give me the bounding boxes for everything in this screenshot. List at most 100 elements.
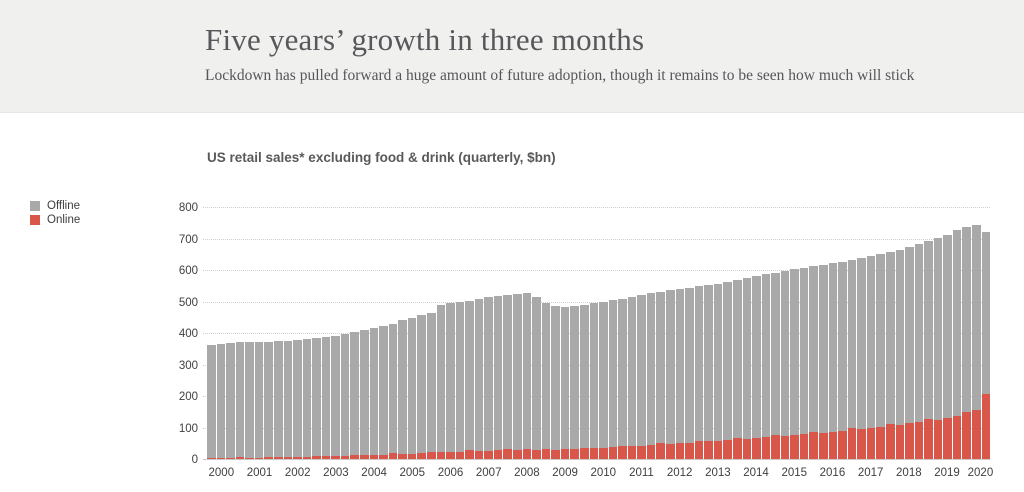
online-segment (819, 432, 828, 460)
offline-segment (819, 265, 828, 433)
online-segment (962, 412, 971, 460)
online-segment (350, 454, 359, 460)
online-segment (426, 451, 436, 460)
legend-label-offline: Offline (47, 200, 81, 212)
online-segment (646, 445, 656, 460)
legend-item-offline: Offline (30, 199, 80, 213)
offline-segment (838, 261, 847, 431)
online-segment (905, 423, 914, 460)
bar-2002-q3 (302, 339, 312, 460)
online-segment (694, 440, 704, 460)
offline-segment (589, 303, 599, 449)
online-segment (551, 449, 560, 460)
offline-segment (952, 229, 962, 417)
bar-2015-q4 (809, 266, 818, 460)
online-segment (455, 451, 465, 460)
x-tick-label-2005: 2005 (399, 467, 426, 479)
online-segment (608, 447, 618, 460)
bar-2000-q3 (226, 343, 235, 460)
offline-segment (962, 227, 971, 413)
offline-segment (905, 246, 914, 424)
offline-segment (914, 243, 924, 423)
offline-segment (790, 269, 799, 435)
x-tick-label-2000: 2000 (208, 467, 235, 479)
online-segment (895, 424, 905, 460)
offline-segment (465, 301, 474, 451)
online-segment (704, 441, 713, 460)
offline-segment (436, 305, 446, 453)
online-segment (560, 449, 570, 460)
offline-segment (723, 282, 732, 441)
offline-segment (608, 300, 618, 448)
y-tick-label-200: 200 (178, 391, 198, 403)
bar-2010-q2 (599, 301, 608, 460)
gridline-600 (203, 270, 990, 271)
offline-segment (685, 287, 694, 443)
offline-segment (895, 249, 905, 425)
bar-2008-q1 (513, 294, 522, 460)
online-segment (369, 454, 379, 460)
y-tick-label-700: 700 (178, 233, 198, 246)
offline-segment (360, 330, 369, 456)
online-segment (771, 435, 780, 460)
online-segment (407, 453, 417, 460)
online-segment (847, 428, 857, 460)
bar-2007-q1 (474, 298, 484, 460)
x-tick-label-2008: 2008 (514, 467, 540, 479)
bar-2020-q1 (972, 225, 981, 460)
bar-2004-q1 (360, 330, 369, 460)
bar-2007-q2 (484, 297, 493, 460)
bar-2013-q1 (704, 285, 713, 460)
online-segment (723, 440, 732, 460)
bar-2003-q4 (350, 332, 359, 460)
online-segment (522, 449, 532, 460)
offline-segment (646, 293, 656, 446)
offline-segment (656, 291, 665, 444)
x-tick-label-2013: 2013 (705, 467, 731, 479)
bar-2010-q3 (608, 300, 618, 460)
online-segment (513, 449, 522, 460)
online-segment (273, 456, 283, 460)
bar-2008-q3 (532, 297, 541, 460)
online-segment (952, 416, 962, 460)
online-segment (981, 393, 991, 460)
offline-segment (484, 297, 493, 451)
bar-2016-q2 (828, 263, 838, 460)
bar-2017-q4 (885, 251, 895, 460)
legend-item-online: Online (30, 213, 80, 227)
bar-2020-q2 (981, 231, 991, 460)
bar-2000-q4 (235, 342, 245, 460)
offline-segment (885, 251, 895, 425)
x-tick-label-2018: 2018 (896, 467, 922, 479)
bar-2002-q1 (283, 340, 293, 460)
online-segment (618, 445, 627, 460)
bar-2006-q2 (446, 303, 455, 460)
online-segment (742, 438, 752, 460)
offline-segment (350, 332, 359, 455)
offline-segment (235, 342, 245, 458)
bar-2007-q4 (503, 294, 512, 460)
offline-segment (981, 231, 991, 394)
bar-2001-q3 (264, 341, 273, 460)
online-segment (235, 457, 245, 460)
x-tick-label-2014: 2014 (743, 467, 769, 479)
offline-segment (340, 334, 350, 456)
bar-2005-q3 (417, 315, 426, 460)
bar-2005-q1 (398, 320, 407, 460)
offline-segment (943, 234, 952, 419)
online-segment (379, 454, 388, 460)
online-segment (732, 437, 742, 460)
bar-2017-q3 (876, 254, 885, 460)
offline-segment (742, 278, 752, 439)
online-segment (924, 419, 933, 460)
bar-2004-q3 (379, 325, 388, 460)
bar-2011-q1 (627, 296, 637, 460)
x-tick-label-2017: 2017 (857, 467, 884, 479)
bar-2018-q2 (905, 246, 914, 460)
offline-segment (675, 288, 685, 444)
bar-series (207, 208, 991, 460)
bar-2001-q4 (273, 340, 283, 460)
offline-segment (493, 295, 503, 451)
bar-2002-q2 (293, 340, 302, 460)
bar-2008-q2 (522, 293, 532, 460)
